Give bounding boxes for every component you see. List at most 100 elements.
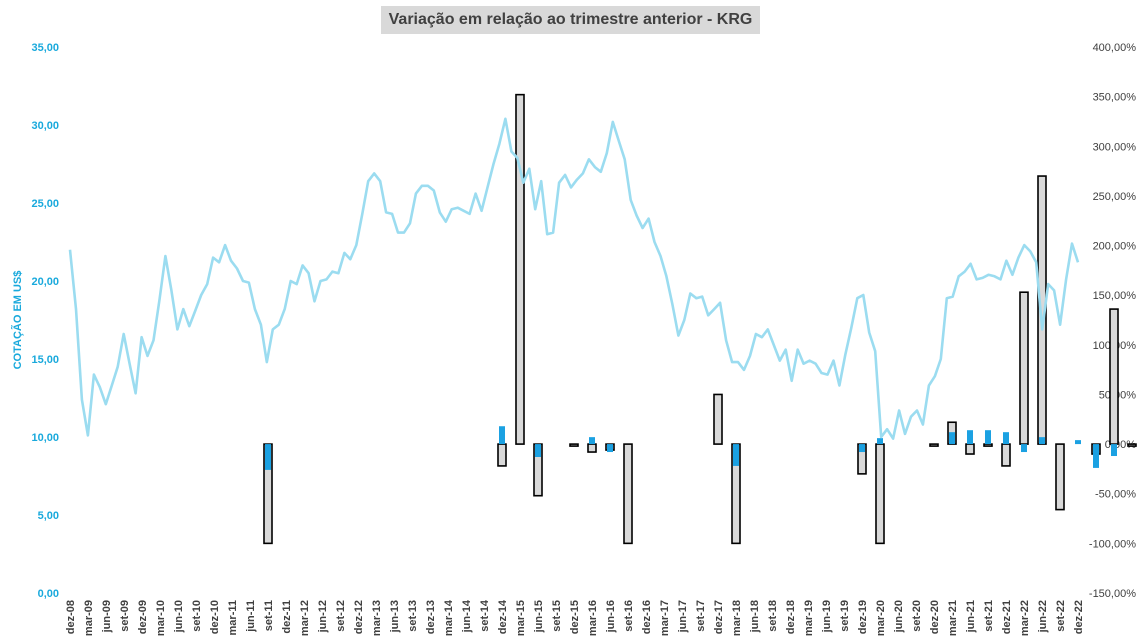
variation-bar-blue: [499, 426, 505, 445]
x-tick-label: dez-22: [1073, 600, 1085, 634]
x-tick-label: jun-12: [317, 600, 329, 633]
variation-bar: [587, 443, 597, 453]
x-tick-label: set-11: [263, 600, 275, 631]
y-tick-label: 15,00: [31, 354, 59, 366]
variation-bar-blue: [607, 444, 613, 453]
x-tick-label: set-21: [983, 600, 995, 632]
x-tick-label: mar-14: [443, 599, 455, 636]
y-tick-label: 0,00: [38, 588, 59, 600]
x-tick-label: set-16: [623, 600, 635, 632]
x-tick-label: jun-22: [1037, 600, 1049, 633]
x-tick-label: set-12: [335, 600, 347, 632]
variation-bar-blue: [1093, 444, 1099, 468]
x-tick-label: dez-20: [929, 600, 941, 634]
x-tick-label: set-15: [551, 600, 563, 632]
variation-bar-blue: [949, 432, 955, 445]
variation-bar-blue: [859, 444, 865, 453]
x-tick-label: dez-16: [641, 600, 653, 634]
x-tick-label: jun-19: [821, 600, 833, 633]
variation-bar: [515, 93, 525, 445]
y2-tick-label: 150,00%: [1093, 290, 1137, 302]
x-tick-label: jun-14: [461, 599, 473, 633]
variation-bar: [983, 443, 993, 447]
x-tick-label: dez-09: [137, 600, 149, 634]
y2-tick-label: -100,00%: [1089, 538, 1136, 550]
x-tick-label: mar-09: [83, 600, 95, 636]
x-tick-label: dez-15: [569, 600, 581, 634]
variation-bar: [497, 443, 507, 467]
x-tick-label: jun-18: [749, 600, 761, 633]
x-tick-label: mar-16: [587, 600, 599, 636]
y-tick-label: 30,00: [31, 120, 59, 132]
x-tick-label: set-22: [1055, 600, 1067, 632]
y-tick-label: 5,00: [38, 510, 59, 522]
x-tick-label: mar-11: [227, 600, 239, 635]
variation-bar: [875, 443, 885, 545]
variation-bar-blue: [1021, 444, 1027, 453]
x-axis-ticks: dez-08 mar-09 jun-09 set-09 dez-09 mar-10 jun-…: [65, 599, 1085, 636]
x-tick-label: jun-11: [245, 600, 257, 633]
x-tick-label: mar-22: [1019, 600, 1031, 636]
y2-tick-label: -150,00%: [1089, 588, 1136, 600]
x-tick-label: jun-20: [893, 600, 905, 633]
variation-bar-blue: [1039, 437, 1045, 445]
x-tick-label: mar-18: [731, 600, 743, 636]
x-tick-label: mar-17: [659, 600, 671, 636]
x-tick-label: mar-10: [155, 600, 167, 636]
x-tick-label: dez-13: [425, 600, 437, 634]
x-tick-label: jun-17: [677, 600, 689, 633]
y-tick-label: 35,00: [31, 42, 59, 54]
variation-bar: [1019, 291, 1029, 445]
y2-tick-label: -50,00%: [1095, 489, 1136, 501]
variation-bar-blue: [535, 444, 541, 457]
y-tick-label: 20,00: [31, 276, 59, 288]
variation-bar-blue: [589, 437, 595, 445]
variation-bar: [929, 443, 939, 447]
variation-bar-blue: [733, 444, 739, 466]
x-tick-label: dez-08: [65, 600, 77, 634]
y2-tick-label: 200,00%: [1093, 241, 1137, 253]
x-tick-label: jun-15: [533, 600, 545, 633]
x-tick-label: mar-20: [875, 600, 887, 636]
x-tick-label: set-14: [479, 599, 491, 632]
x-tick-label: set-19: [839, 600, 851, 632]
variation-bar-blue: [1111, 444, 1117, 457]
y-axis-ticks: 35,00 30,00 25,00 20,00 15,00 10,00 5,00 0,00: [31, 42, 59, 600]
y2-axis-ticks: 400,00% 350,00% 300,00% 250,00% 200,00% 150,0…: [1089, 42, 1136, 600]
variation-bar-blue: [265, 444, 271, 470]
x-tick-label: jun-10: [173, 600, 185, 633]
x-tick-label: dez-19: [857, 600, 869, 634]
price-line: [68, 117, 1080, 440]
x-tick-label: set-09: [119, 600, 131, 632]
x-tick-label: dez-14: [497, 599, 509, 634]
x-tick-label: dez-21: [1001, 600, 1013, 634]
variation-bar-blue: [1075, 440, 1081, 445]
x-tick-label: dez-11: [281, 600, 293, 634]
x-tick-label: dez-12: [353, 600, 365, 634]
x-tick-label: set-13: [407, 600, 419, 632]
y-tick-label: 10,00: [31, 432, 59, 444]
x-tick-label: set-17: [695, 600, 707, 632]
x-tick-label: jun-09: [101, 600, 113, 633]
variation-bar: [623, 443, 633, 545]
x-tick-label: dez-18: [785, 600, 797, 634]
variation-bar: [1109, 308, 1119, 445]
variation-bar-blue: [967, 430, 973, 445]
x-tick-label: mar-15: [515, 600, 527, 636]
x-tick-label: dez-17: [713, 600, 725, 634]
variation-bar-blue: [985, 430, 991, 445]
y2-tick-label: 300,00%: [1093, 141, 1137, 153]
y-axis-label: COTAÇÃO EM US$: [11, 271, 24, 370]
x-tick-label: mar-21: [947, 600, 959, 636]
x-tick-label: jun-13: [389, 600, 401, 633]
y2-tick-label: 350,00%: [1093, 92, 1137, 104]
y-tick-label: 25,00: [31, 198, 59, 210]
variation-bar: [569, 443, 579, 447]
variation-bar: [1055, 443, 1065, 511]
x-tick-label: dez-10: [209, 600, 221, 634]
variation-bar: [965, 443, 975, 455]
x-tick-label: jun-21: [965, 600, 977, 633]
chart-title: Variação em relação ao trimestre anterio…: [381, 6, 760, 34]
variation-bars: [263, 93, 1137, 545]
